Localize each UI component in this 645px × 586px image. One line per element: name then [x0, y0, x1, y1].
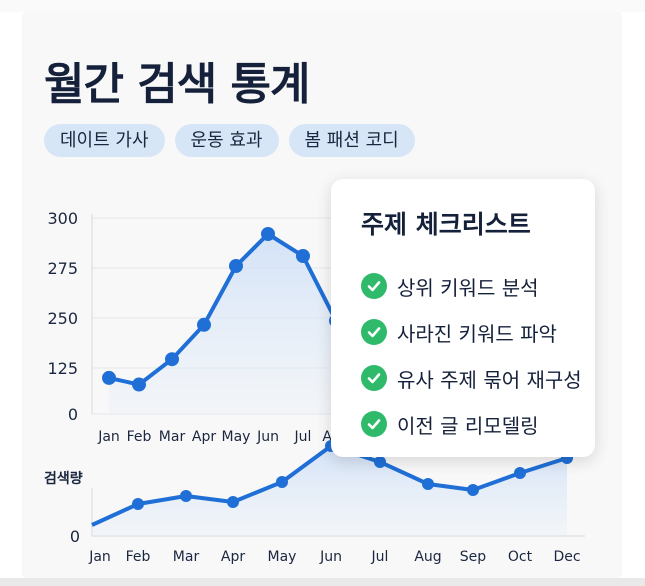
- x-tick-label: Oct: [508, 549, 533, 565]
- tag-list: 데이트 가사 운동 효과 봄 패션 코디: [44, 124, 415, 157]
- y-tick-label: 0: [70, 527, 80, 546]
- search-volume-chart: 0 Jan Feb Mar Apr May Jun Jul Aug Sep Oct Dec: [70, 440, 585, 565]
- data-point: [227, 496, 239, 508]
- top-strip: [0, 0, 645, 12]
- x-tick-label: May: [268, 549, 297, 565]
- check-circle-icon: [361, 273, 387, 299]
- y-tick-label: 300: [47, 209, 78, 228]
- checklist-item-label: 사라진 키워드 파악: [397, 321, 557, 346]
- data-point: [229, 259, 243, 273]
- checklist-item-label: 유사 주제 묶어 재구성: [397, 367, 582, 392]
- x-tick-label: Jun: [256, 429, 279, 445]
- check-circle-icon: [361, 411, 387, 437]
- checklist-item-label: 이전 글 리모델링: [397, 413, 539, 438]
- checklist-item[interactable]: 사라진 키워드 파악: [361, 309, 582, 355]
- data-point: [132, 498, 144, 510]
- x-tick-label: Feb: [127, 429, 152, 445]
- series-area: [92, 446, 567, 536]
- x-tick-label: Apr: [192, 429, 216, 445]
- data-point: [165, 352, 179, 367]
- page-title: 월간 검색 통계: [44, 59, 311, 110]
- series-area: [109, 234, 336, 414]
- checklist-item[interactable]: 상위 키워드 분석: [361, 263, 582, 309]
- x-tick-label: Jan: [88, 549, 111, 565]
- data-point: [374, 456, 386, 468]
- data-point: [132, 377, 146, 392]
- checklist-item[interactable]: 유사 주제 묶어 재구성: [361, 355, 582, 401]
- data-point: [261, 227, 275, 241]
- x-tick-label: Jun: [319, 549, 342, 565]
- checklist-item[interactable]: 이전 글 리모델링: [361, 401, 582, 447]
- x-tick-label: Mar: [173, 549, 200, 565]
- checklist-items: 상위 키워드 분석 사라진 키워드 파악 유사 주제 묶어 재구성 이전 글 리…: [361, 263, 582, 447]
- data-point: [422, 478, 434, 490]
- chart2-ylabel: 검색량: [44, 471, 83, 487]
- data-point: [180, 490, 192, 502]
- x-tick-label: Mar: [159, 429, 186, 445]
- checklist-item-label: 상위 키워드 분석: [397, 275, 539, 300]
- x-tick-label: May: [222, 429, 251, 445]
- x-tick-label: Sep: [460, 549, 487, 565]
- data-point: [514, 467, 526, 479]
- data-point: [467, 484, 479, 496]
- x-tick-label: Aug: [414, 549, 441, 565]
- x-tick-label: Jan: [97, 429, 120, 445]
- tag-spring-fashion[interactable]: 봄 패션 코디: [288, 124, 415, 157]
- data-point: [197, 317, 211, 332]
- x-tick-label: Jul: [294, 429, 312, 445]
- y-tick-label: 125: [47, 359, 78, 378]
- tag-date-lyrics[interactable]: 데이트 가사: [44, 124, 165, 157]
- tag-exercise-effect[interactable]: 운동 효과: [174, 124, 279, 157]
- y-tick-label: 250: [47, 309, 78, 328]
- monthly-trend-chart: 3002752501250JanFebMarAprMayJunJulAug: [47, 209, 349, 445]
- y-tick-label: 275: [47, 259, 78, 278]
- data-point: [102, 370, 116, 385]
- data-point: [276, 476, 288, 488]
- topic-checklist-popup: 주제 체크리스트 상위 키워드 분석 사라진 키워드 파악 유사 주제 묶어 재…: [331, 179, 595, 457]
- x-tick-label: Feb: [126, 549, 151, 565]
- check-circle-icon: [361, 365, 387, 391]
- y-tick-label: 0: [68, 405, 78, 424]
- checklist-title: 주제 체크리스트: [361, 210, 531, 239]
- check-circle-icon: [361, 319, 387, 345]
- x-tick-label: Dec: [553, 549, 580, 565]
- data-point: [296, 249, 310, 263]
- x-tick-label: Apr: [221, 549, 245, 565]
- x-tick-label: Jul: [371, 549, 389, 565]
- bottom-strip: [0, 578, 645, 586]
